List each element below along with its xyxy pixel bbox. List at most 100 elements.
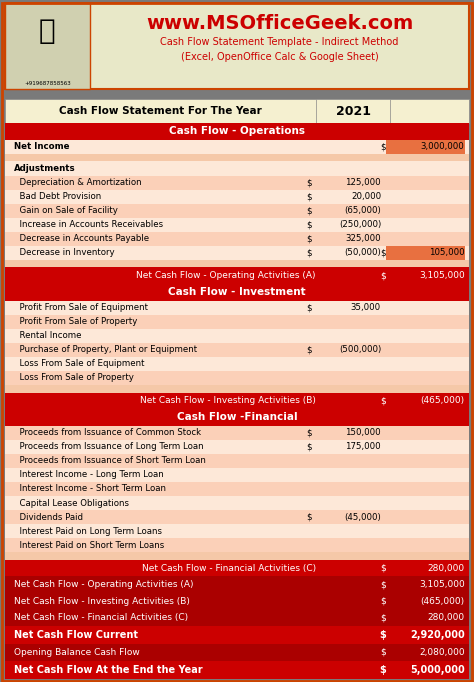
Bar xyxy=(316,99,390,123)
Text: 150,000: 150,000 xyxy=(346,428,381,437)
Text: Profit From Sale of Property: Profit From Sale of Property xyxy=(14,317,137,326)
FancyBboxPatch shape xyxy=(5,3,90,89)
Bar xyxy=(5,440,469,454)
Text: Interest Paid on Short Term Loans: Interest Paid on Short Term Loans xyxy=(14,541,164,550)
Text: 175,000: 175,000 xyxy=(346,443,381,451)
Text: $: $ xyxy=(380,648,386,657)
Text: Rental Income: Rental Income xyxy=(14,331,82,340)
Text: Increase in Accounts Receivables: Increase in Accounts Receivables xyxy=(14,220,163,229)
Bar xyxy=(5,385,469,393)
Text: (65,000): (65,000) xyxy=(344,206,381,215)
Bar xyxy=(5,284,469,301)
Bar xyxy=(5,190,469,204)
Text: Adjustments: Adjustments xyxy=(14,164,76,173)
Text: (50,000): (50,000) xyxy=(344,248,381,257)
Text: (250,000): (250,000) xyxy=(339,220,381,229)
Bar xyxy=(5,454,469,468)
Text: $: $ xyxy=(306,428,311,437)
Bar xyxy=(5,123,469,140)
Text: $: $ xyxy=(306,248,311,257)
Bar xyxy=(5,560,469,576)
Text: +919687858563: +919687858563 xyxy=(24,80,71,86)
Bar xyxy=(5,610,469,626)
Text: 5,000,000: 5,000,000 xyxy=(410,665,465,674)
Text: (465,000): (465,000) xyxy=(420,396,465,405)
Text: 2,080,000: 2,080,000 xyxy=(419,648,465,657)
Text: $: $ xyxy=(306,220,311,229)
Text: 👤: 👤 xyxy=(39,16,56,45)
Text: Net Cash Flow - Investing Activities (B): Net Cash Flow - Investing Activities (B) xyxy=(14,597,190,606)
Bar xyxy=(386,140,465,154)
Text: Gain on Sale of Facility: Gain on Sale of Facility xyxy=(14,206,118,215)
Text: Opening Balance Cash Flow: Opening Balance Cash Flow xyxy=(14,648,140,657)
Text: $: $ xyxy=(380,271,386,280)
Text: 325,000: 325,000 xyxy=(346,234,381,243)
Text: 20,000: 20,000 xyxy=(351,192,381,201)
Bar xyxy=(5,524,469,538)
Text: 280,000: 280,000 xyxy=(428,613,465,623)
Bar xyxy=(5,314,469,329)
Text: $: $ xyxy=(306,178,311,187)
Text: $: $ xyxy=(306,345,311,354)
Text: Interest Income - Long Term Loan: Interest Income - Long Term Loan xyxy=(14,471,164,479)
Text: Net Cash Flow - Investing Activities (B): Net Cash Flow - Investing Activities (B) xyxy=(140,396,316,405)
Bar xyxy=(5,246,469,260)
Text: Cash Flow Statement For The Year: Cash Flow Statement For The Year xyxy=(59,106,262,116)
Text: $: $ xyxy=(380,248,386,257)
Text: 3,105,000: 3,105,000 xyxy=(419,271,465,280)
Bar xyxy=(386,246,465,260)
Text: Proceeds from Issuance of Long Term Loan: Proceeds from Issuance of Long Term Loan xyxy=(14,443,204,451)
Bar xyxy=(5,626,469,644)
Bar xyxy=(5,593,469,610)
Bar xyxy=(5,393,469,409)
Text: Interest Paid on Long Term Loans: Interest Paid on Long Term Loans xyxy=(14,527,162,535)
Text: $: $ xyxy=(380,396,386,405)
Bar xyxy=(5,482,469,496)
Bar xyxy=(5,426,469,440)
Text: $: $ xyxy=(380,563,386,573)
Bar xyxy=(5,343,469,357)
Text: Net Cash Flow - Operating Activities (A): Net Cash Flow - Operating Activities (A) xyxy=(137,271,316,280)
Text: (500,000): (500,000) xyxy=(339,345,381,354)
Bar xyxy=(5,496,469,510)
Text: 3,105,000: 3,105,000 xyxy=(419,580,465,589)
Text: 280,000: 280,000 xyxy=(428,563,465,573)
Text: (Excel, OpenOffice Calc & Google Sheet): (Excel, OpenOffice Calc & Google Sheet) xyxy=(181,53,379,62)
Text: Interest Income - Short Term Loan: Interest Income - Short Term Loan xyxy=(14,484,166,494)
Text: 125,000: 125,000 xyxy=(346,178,381,187)
Bar xyxy=(5,468,469,482)
Bar xyxy=(5,329,469,343)
Text: Loss From Sale of Equipment: Loss From Sale of Equipment xyxy=(14,359,145,368)
Text: Capital Lease Obligations: Capital Lease Obligations xyxy=(14,499,129,507)
Text: $: $ xyxy=(380,580,386,589)
Bar xyxy=(5,175,469,190)
Text: Bad Debt Provision: Bad Debt Provision xyxy=(14,192,101,201)
Bar xyxy=(5,301,469,314)
Text: $: $ xyxy=(380,143,386,151)
Text: $: $ xyxy=(306,303,311,312)
Text: Net Cash Flow - Financial Activities (C): Net Cash Flow - Financial Activities (C) xyxy=(142,563,316,573)
Text: 105,000: 105,000 xyxy=(429,248,465,257)
Bar xyxy=(5,552,469,560)
Bar xyxy=(5,140,469,154)
Text: 2021: 2021 xyxy=(336,104,371,117)
Bar xyxy=(5,357,469,371)
Text: Decrease in Accounts Payable: Decrease in Accounts Payable xyxy=(14,234,149,243)
Bar xyxy=(5,371,469,385)
Text: $: $ xyxy=(306,513,311,522)
Text: 35,000: 35,000 xyxy=(351,303,381,312)
Bar xyxy=(5,162,469,175)
Bar xyxy=(5,538,469,552)
Text: Net Income: Net Income xyxy=(14,143,70,151)
Bar xyxy=(5,661,469,679)
Text: 2,920,000: 2,920,000 xyxy=(410,630,465,640)
Text: (465,000): (465,000) xyxy=(420,597,465,606)
Bar xyxy=(5,409,469,426)
Bar xyxy=(5,510,469,524)
Text: $: $ xyxy=(379,665,386,674)
Bar xyxy=(5,154,469,162)
Text: $: $ xyxy=(306,192,311,201)
Bar xyxy=(5,576,469,593)
Text: 3,000,000: 3,000,000 xyxy=(421,143,465,151)
Bar xyxy=(5,260,469,267)
